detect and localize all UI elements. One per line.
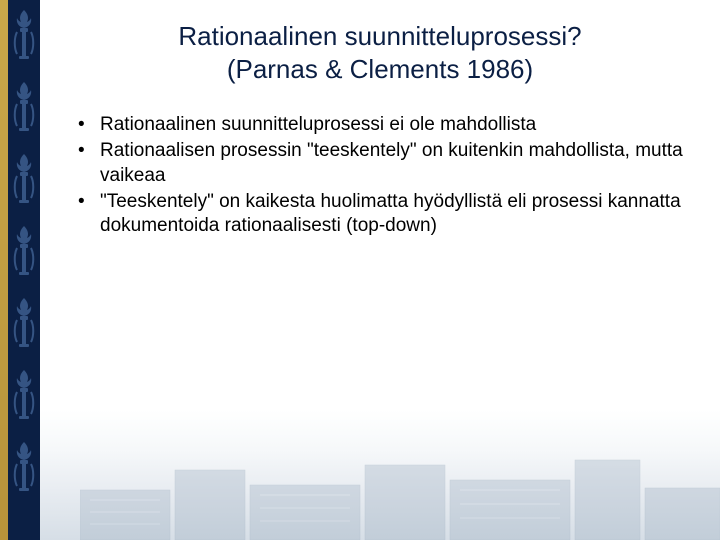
gold-strip xyxy=(0,0,8,540)
torch-icon xyxy=(11,80,37,140)
torch-icon xyxy=(11,296,37,356)
bullet-item: Rationaalisen prosessin "teeskentely" on… xyxy=(78,139,700,188)
left-decorative-bar xyxy=(0,0,40,540)
bullet-list: Rationaalinen suunnitteluprosessi ei ole… xyxy=(60,113,700,239)
torch-icon xyxy=(11,440,37,500)
torch-icon xyxy=(11,152,37,212)
torch-icon xyxy=(11,8,37,68)
bullet-item: Rationaalinen suunnitteluprosessi ei ole… xyxy=(78,113,700,137)
title-line-1: Rationaalinen suunnitteluprosessi? xyxy=(178,21,581,51)
slide-title: Rationaalinen suunnitteluprosessi? (Parn… xyxy=(60,20,700,85)
torch-icon xyxy=(11,224,37,284)
background-buildings xyxy=(80,430,720,540)
navy-strip xyxy=(8,0,40,540)
slide-content: Rationaalinen suunnitteluprosessi? (Parn… xyxy=(60,20,700,241)
torch-icon xyxy=(11,368,37,428)
title-line-2: (Parnas & Clements 1986) xyxy=(227,54,533,84)
bullet-item: "Teeskentely" on kaikesta huolimatta hyö… xyxy=(78,190,700,239)
